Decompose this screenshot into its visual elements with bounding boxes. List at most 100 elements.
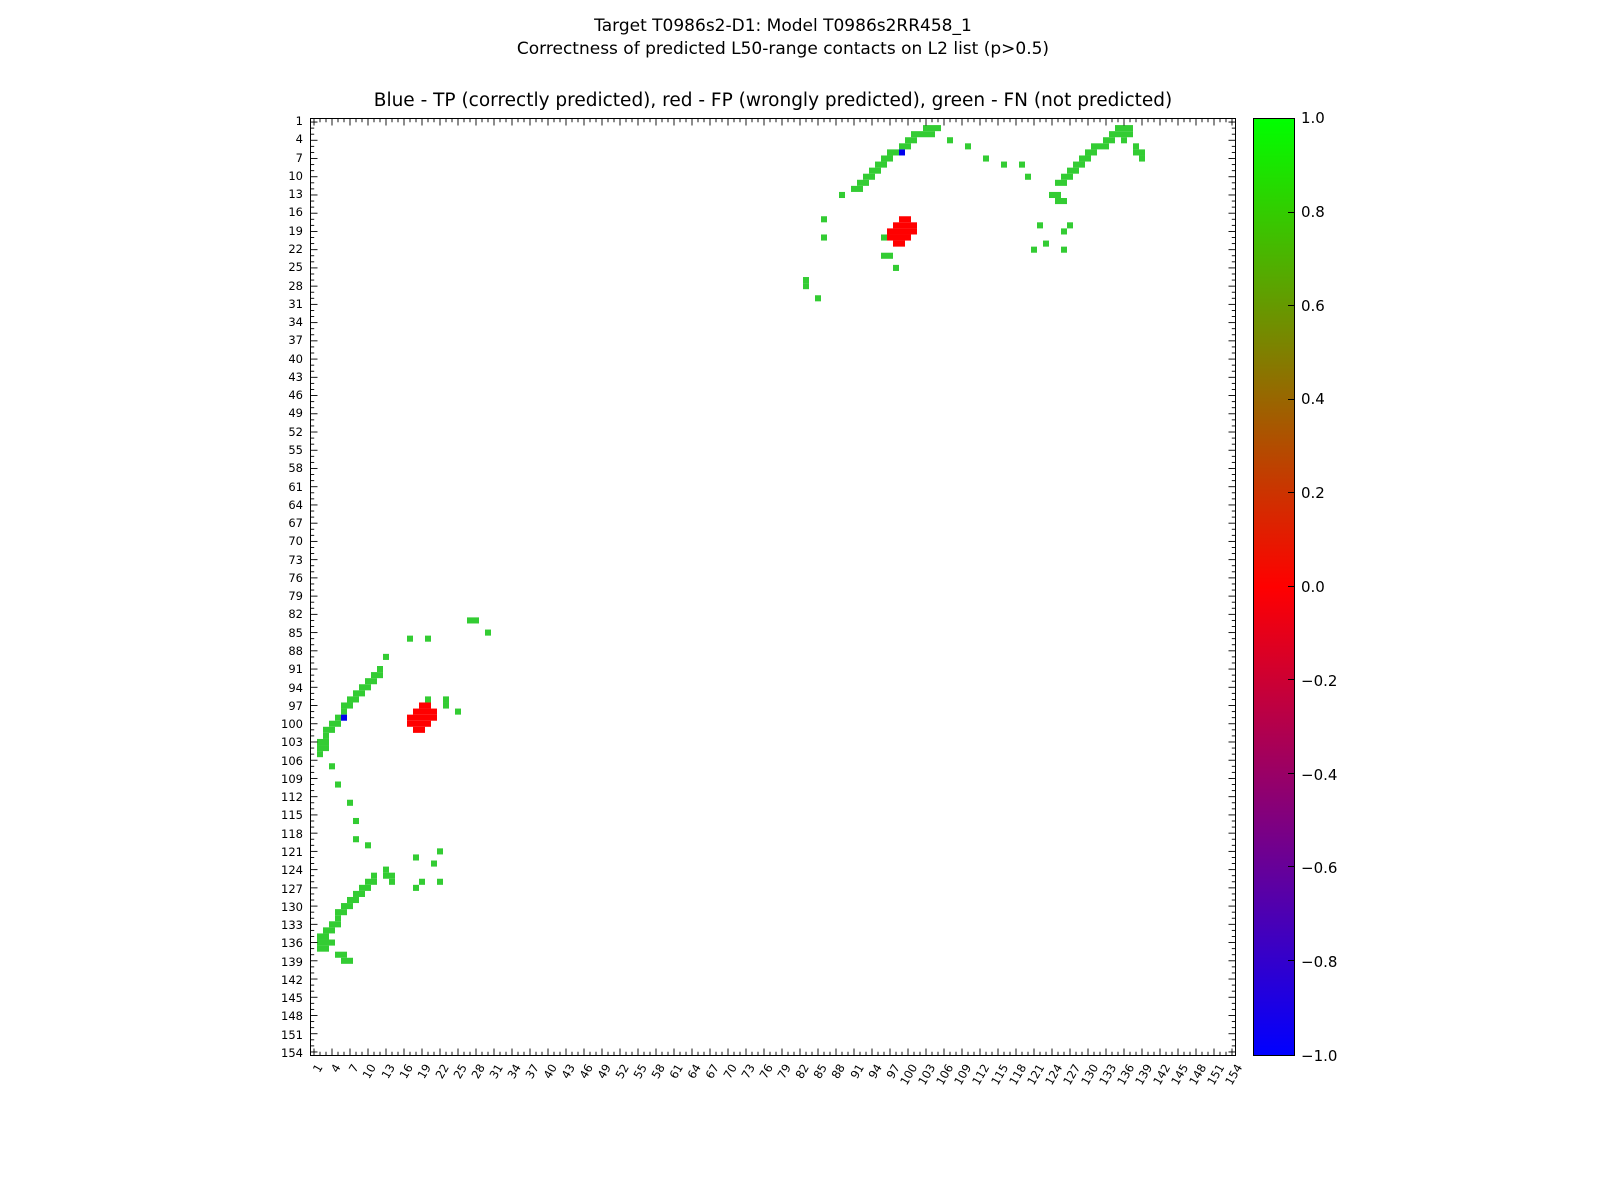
- fn-cell: [347, 696, 353, 703]
- fn-cell: [1085, 149, 1091, 156]
- fn-cell: [1073, 161, 1079, 168]
- y-tick-label: 79: [288, 589, 303, 604]
- fn-cell: [1139, 149, 1145, 156]
- fn-cell: [335, 714, 341, 721]
- fp-cell: [905, 228, 911, 235]
- x-tick-label: 55: [630, 1061, 650, 1082]
- fn-cell: [383, 866, 389, 873]
- x-tick-label: 19: [414, 1061, 434, 1082]
- fp-cell: [899, 222, 905, 229]
- fn-cell: [1061, 198, 1067, 205]
- colorbar-tick-label: 0.8: [1301, 202, 1325, 221]
- y-tick-label: 109: [281, 771, 303, 786]
- x-tick-label: 130: [1077, 1061, 1101, 1088]
- x-tick-label: 70: [720, 1061, 741, 1082]
- fn-cell: [317, 738, 323, 746]
- colorbar-tick-label: −1.0: [1301, 1047, 1338, 1065]
- fn-cell: [335, 909, 341, 916]
- contact-map: [311, 119, 1235, 1055]
- fn-cell: [329, 763, 335, 770]
- fn-cell: [1091, 143, 1097, 150]
- fp-cell: [419, 702, 425, 709]
- x-tick-label: 73: [738, 1061, 759, 1082]
- fn-cell: [365, 842, 371, 849]
- fn-cell: [1079, 155, 1085, 162]
- fn-cell: [929, 125, 935, 132]
- x-tick-label: 61: [666, 1061, 687, 1082]
- x-tick-label: 49: [594, 1061, 614, 1082]
- colorbar-tick-label: −0.2: [1301, 671, 1338, 690]
- fn-cell: [983, 155, 989, 162]
- fn-cell: [815, 295, 821, 302]
- fn-cell: [947, 137, 953, 144]
- x-axis-tick-labels: 1 4 7 10 13 16 19 22 25 28 31 34 37 40 43 46 49 52 55 58 61 6…: [309, 1057, 1245, 1157]
- y-tick-label: 97: [288, 698, 303, 713]
- fn-cell: [353, 696, 359, 703]
- fn-cell: [437, 848, 443, 855]
- fp-cell: [905, 234, 911, 241]
- fp-cell: [899, 228, 905, 235]
- y-tick-label: 52: [288, 424, 303, 439]
- fn-cell: [323, 745, 329, 752]
- fn-cell: [923, 125, 929, 132]
- fn-cell: [353, 896, 359, 904]
- fn-cell: [335, 921, 341, 928]
- fn-cell: [413, 854, 419, 861]
- fn-cell: [899, 143, 905, 150]
- fn-cell: [431, 860, 437, 867]
- fp-cell: [887, 234, 893, 241]
- fn-cell: [1049, 191, 1055, 199]
- x-tick-label: 46: [576, 1061, 596, 1082]
- colorbar-tick-label: −0.6: [1301, 859, 1338, 878]
- x-tick-label: 88: [828, 1061, 849, 1082]
- fn-cell: [1031, 246, 1037, 253]
- y-tick-label: 121: [281, 845, 303, 859]
- fn-cell: [317, 945, 323, 952]
- colorbar-tick-label: 0.0: [1301, 578, 1325, 596]
- tp-cell: [341, 714, 347, 721]
- y-tick-label: 103: [281, 735, 303, 750]
- x-tick-label: 142: [1149, 1061, 1174, 1088]
- fn-cell: [1001, 161, 1007, 168]
- fp-cell: [893, 234, 899, 241]
- y-tick-label: 100: [281, 717, 303, 731]
- fp-cell: [419, 714, 425, 721]
- fn-cell: [1019, 161, 1025, 168]
- fn-cell: [407, 635, 413, 642]
- fn-cell: [857, 185, 863, 192]
- x-tick-label: 121: [1023, 1061, 1047, 1088]
- fn-cell: [365, 878, 371, 885]
- fn-cell: [869, 173, 875, 180]
- fn-cell: [365, 884, 371, 891]
- fn-cell: [1055, 179, 1061, 186]
- y-tick-label: 55: [288, 443, 303, 457]
- fn-cell: [935, 125, 941, 132]
- fn-cell: [1133, 149, 1139, 156]
- y-tick-label: 70: [288, 534, 303, 549]
- fn-cell: [881, 252, 887, 259]
- fn-cell: [1127, 131, 1133, 138]
- fn-cell: [389, 878, 395, 885]
- x-tick-label: 31: [486, 1061, 506, 1082]
- fn-cell: [1055, 198, 1061, 205]
- y-tick-label: 148: [281, 1009, 303, 1024]
- x-tick-label: 127: [1059, 1061, 1083, 1088]
- fn-cell: [347, 903, 353, 910]
- fn-cell: [329, 927, 335, 934]
- tp-cell: [899, 149, 905, 156]
- fn-cell: [917, 131, 923, 138]
- colorbar-tick: [1288, 585, 1294, 587]
- fn-cell: [1121, 125, 1127, 132]
- fn-cell: [359, 890, 365, 897]
- x-tick-label: 115: [987, 1061, 1011, 1088]
- fn-cell: [425, 696, 431, 703]
- fn-cell: [1061, 246, 1067, 253]
- fn-cell: [341, 951, 347, 958]
- fn-cell: [851, 185, 857, 192]
- fn-cell: [371, 672, 377, 679]
- fn-cell: [1097, 143, 1103, 150]
- fp-cell: [413, 714, 419, 721]
- fn-cell: [341, 909, 347, 916]
- fn-cell: [335, 720, 341, 727]
- fn-cell: [1127, 125, 1133, 132]
